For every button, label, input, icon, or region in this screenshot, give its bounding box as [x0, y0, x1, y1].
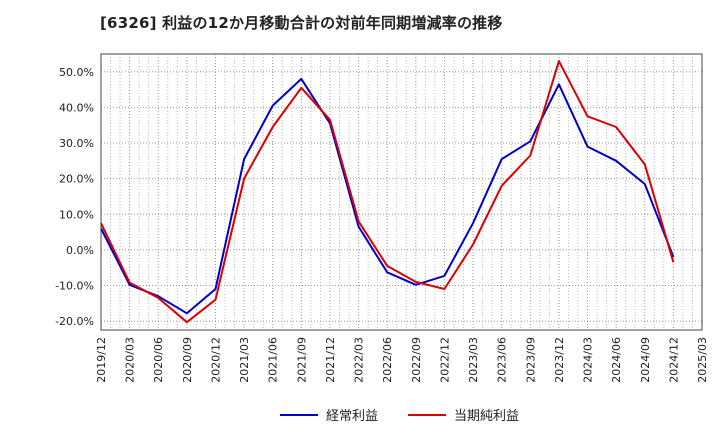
y-tick-label: 10.0%	[59, 208, 94, 221]
y-tick-labels: 50.0% 40.0% 30.0% 20.0% 10.0% 0.0% -10.0% -20.0…	[55, 66, 94, 328]
y-tick-label: 20.0%	[59, 173, 94, 186]
series-line-0	[100, 77, 675, 315]
x-tick-label: 2022/03	[353, 337, 366, 383]
x-tick-label: 2021/12	[324, 337, 337, 383]
grid-layer	[100, 54, 703, 330]
legend-label-touki: 当期純利益	[454, 409, 520, 424]
x-tick-label: 2022/09	[410, 337, 423, 383]
y-tick-label: -20.0%	[55, 315, 94, 328]
x-tick-label: 2021/09	[295, 337, 308, 383]
x-tick-label: 2020/06	[152, 337, 165, 383]
x-tick-label: 2022/12	[438, 337, 451, 383]
y-tick-label: 50.0%	[59, 66, 94, 79]
legend-swatch-keijo	[280, 413, 318, 416]
legend-item-keijo: 経常利益	[280, 405, 378, 424]
y-tick-label: 30.0%	[59, 137, 94, 150]
plot-area	[101, 54, 702, 330]
x-tick-labels: 2019/12 2020/03 2020/06 2020/09 2020/12 2021/…	[95, 337, 709, 383]
legend-item-touki: 当期純利益	[408, 405, 519, 424]
x-tick-label: 2021/03	[238, 337, 251, 383]
x-tick-label: 2024/06	[610, 337, 623, 383]
series-layer	[100, 60, 675, 324]
x-tick-label: 2024/09	[639, 337, 652, 383]
x-tick-label: 2021/06	[267, 337, 280, 383]
legend-swatch-touki	[408, 413, 446, 416]
legend: 経常利益 当期純利益	[0, 405, 720, 427]
x-tick-label: 2020/09	[181, 337, 194, 383]
x-tick-label: 2022/06	[381, 337, 394, 383]
x-tick-label: 2023/09	[524, 337, 537, 383]
y-tick-label: -10.0%	[55, 279, 94, 292]
x-tick-label: 2020/03	[124, 337, 137, 383]
legend-label-keijo: 経常利益	[326, 409, 379, 424]
x-tick-label: 2023/06	[496, 337, 509, 383]
x-tick-label: 2024/03	[582, 337, 595, 383]
x-tick-label: 2023/03	[467, 337, 480, 383]
plot-border	[100, 53, 703, 331]
x-tick-label: 2025/03	[696, 337, 709, 383]
y-tick-label: 0.0%	[66, 244, 94, 257]
x-tick-label: 2024/12	[667, 337, 680, 383]
y-tick-label: 40.0%	[59, 101, 94, 114]
chart-title: [6326] 利益の12か月移動合計の対前年同期増減率の推移	[100, 14, 503, 32]
x-tick-label: 2020/12	[209, 337, 222, 383]
series-line-1	[100, 60, 675, 324]
x-tick-label: 2019/12	[95, 337, 108, 383]
x-tick-label: 2023/12	[553, 337, 566, 383]
axis-layer	[100, 53, 703, 331]
